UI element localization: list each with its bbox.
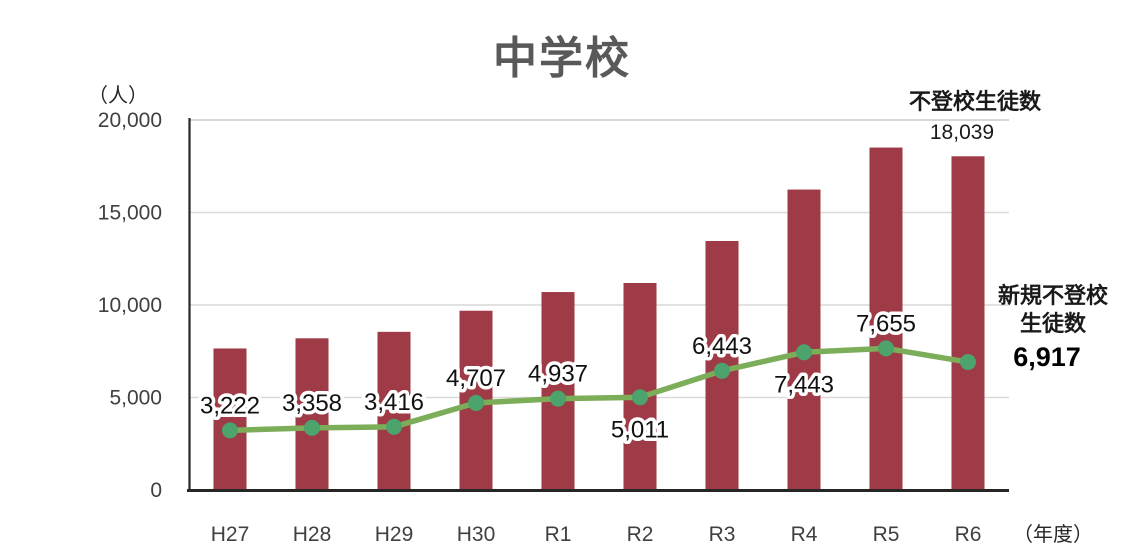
line-marker-h29 [386, 418, 402, 435]
line-series [229, 345, 969, 434]
y-tick-label: 10,000 [98, 294, 162, 317]
line-marker-r5 [878, 340, 894, 357]
x-tick-label-r5: R5 [873, 523, 900, 546]
line-data-label-r5: 7,655 [856, 310, 916, 337]
x-tick-label-r2: R2 [627, 523, 654, 546]
line-series-label-line2: 生徒数 [1020, 311, 1087, 336]
line-marker-h27 [222, 422, 238, 439]
line-data-label-h30: 4,707 [446, 365, 506, 392]
line-marker-r6 [960, 354, 976, 371]
x-tick-label-r1: R1 [545, 523, 572, 546]
line-series-label-line1: 新規不登校 [998, 283, 1109, 308]
line-marker-r2 [632, 389, 648, 406]
line-marker-r1 [550, 390, 566, 407]
x-tick-label-h29: H29 [375, 523, 414, 546]
bar-r2 [623, 282, 657, 490]
line-marker-h30 [468, 394, 484, 411]
bar-h27 [213, 348, 247, 490]
chart-title: 中学校 [493, 34, 631, 83]
bar-h29 [377, 331, 411, 490]
y-axis-unit-label: （人） [88, 84, 148, 107]
bar-r5 [869, 147, 903, 490]
bar-r4 [787, 189, 821, 490]
x-tick-label-h30: H30 [457, 523, 496, 546]
line-data-label-r4: 7,443 [774, 371, 834, 398]
line-data-label-r1: 4,937 [528, 361, 588, 388]
x-axis-unit-label: （年度） [1013, 523, 1093, 546]
bar-last-value-label: 18,039 [930, 121, 994, 144]
line-data-label-h27: 3,222 [200, 392, 260, 419]
y-tick-label: 5,000 [109, 387, 162, 410]
line-marker-r3 [714, 362, 730, 379]
line-data-label-r2: 5,011 [611, 416, 669, 443]
x-tick-label-h27: H27 [211, 523, 250, 546]
line-marker-h28 [304, 419, 320, 436]
y-tick-label: 20,000 [98, 109, 162, 132]
line-data-label-r3: 6,443 [692, 333, 752, 360]
y-tick-label: 15,000 [98, 202, 162, 225]
x-tick-label-h28: H28 [293, 523, 332, 546]
line-data-label-h29: 3,416 [364, 389, 424, 416]
line-last-value-label: 6,917 [1013, 342, 1081, 372]
line-marker-r4 [796, 344, 812, 361]
line-data-label-h28: 3,358 [282, 390, 342, 417]
x-tick-label-r6: R6 [955, 523, 982, 546]
x-tick-label-r4: R4 [791, 523, 818, 546]
bar-h28 [295, 338, 329, 490]
bar-r6 [951, 156, 985, 490]
bar-series-label: 不登校生徒数 [909, 89, 1042, 114]
x-tick-label-r3: R3 [709, 523, 736, 546]
y-tick-label: 0 [150, 479, 162, 502]
